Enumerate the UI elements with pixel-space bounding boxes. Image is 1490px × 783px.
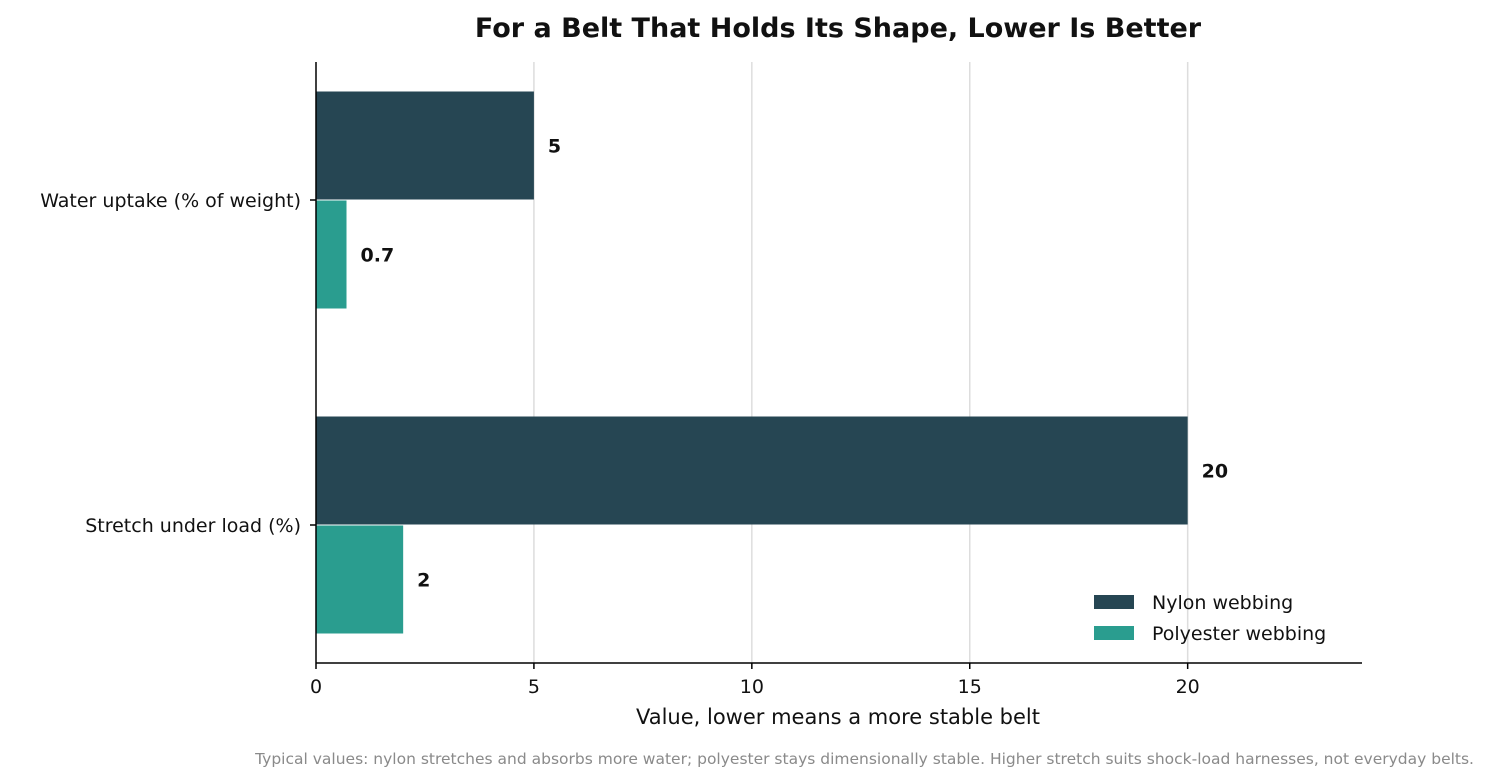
value-label-polyester-webbing-1: 2 — [417, 570, 430, 592]
value-label-nylon-webbing-0: 5 — [548, 136, 561, 158]
bar-polyester-webbing-1 — [316, 525, 404, 634]
bar-nylon-webbing-0 — [316, 91, 534, 200]
chart-title: For a Belt That Holds Its Shape, Lower I… — [475, 13, 1202, 44]
bars — [316, 91, 1188, 634]
bar-nylon-webbing-1 — [316, 416, 1188, 525]
x-tick-label-10: 10 — [740, 676, 764, 698]
value-label-nylon-webbing-1: 20 — [1202, 461, 1228, 483]
category-label-0: Water uptake (% of weight) — [40, 190, 301, 212]
x-tick-label-0: 0 — [310, 676, 322, 698]
footnote: Typical values: nylon stretches and abso… — [254, 750, 1474, 768]
legend-swatch-polyester-webbing — [1094, 626, 1134, 640]
category-label-1: Stretch under load (%) — [85, 515, 301, 537]
legend-label-nylon-webbing: Nylon webbing — [1152, 592, 1293, 614]
bar-polyester-webbing-0 — [316, 200, 347, 309]
value-labels: 5 0.7 20 2 — [361, 136, 1229, 592]
legend-label-polyester-webbing: Polyester webbing — [1152, 623, 1326, 645]
legend: Nylon webbing Polyester webbing — [1094, 592, 1326, 645]
x-axis-label: Value, lower means a more stable belt — [636, 705, 1040, 729]
category-labels: Water uptake (% of weight) Stretch under … — [40, 190, 316, 537]
x-tick-label-15: 15 — [958, 676, 982, 698]
grid — [533, 62, 1189, 663]
value-label-polyester-webbing-0: 0.7 — [361, 245, 395, 267]
legend-swatch-nylon-webbing — [1094, 595, 1134, 609]
x-ticks: 0 5 10 15 20 — [310, 663, 1200, 698]
x-tick-label-20: 20 — [1176, 676, 1200, 698]
x-tick-label-5: 5 — [528, 676, 540, 698]
